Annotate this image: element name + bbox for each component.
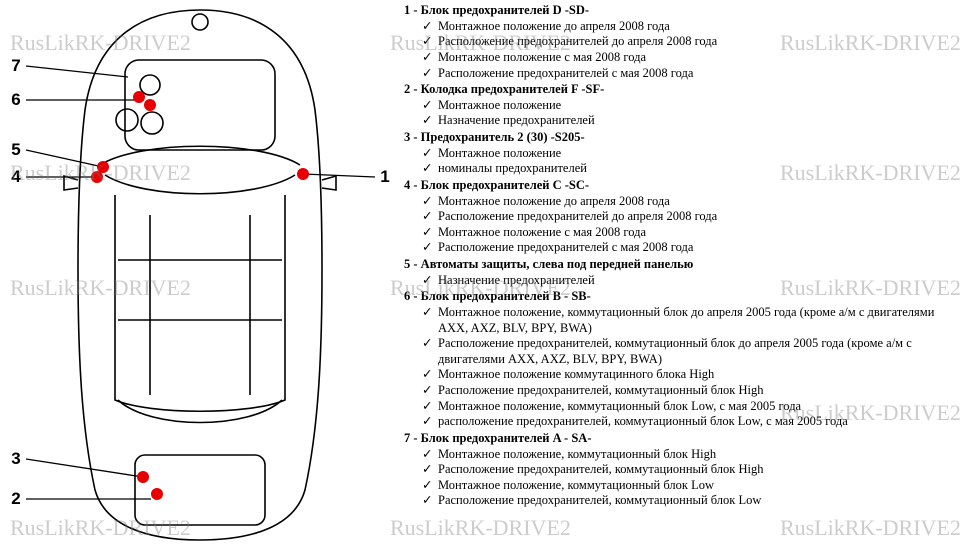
fuse-marker-6 <box>137 471 149 483</box>
list-item: Расположение предохранителей с мая 2008 … <box>438 66 952 82</box>
callout-number-7: 7 <box>11 56 20 76</box>
list-item: Назначение предохранителей <box>438 113 952 129</box>
callout-number-3: 3 <box>11 449 20 469</box>
list-item: Расположение предохранителей, коммутацио… <box>438 336 952 367</box>
callout-number-4: 4 <box>11 167 20 187</box>
section-title-5: 5 - Автоматы защиты, слева под передней … <box>404 257 952 273</box>
list-item: Монтажное положение <box>438 146 952 162</box>
fuse-marker-4 <box>91 171 103 183</box>
list-item: Монтажное положение до апреля 2008 года <box>438 194 952 210</box>
section-title-3: 3 - Предохранитель 2 (30) -S205- <box>404 130 952 146</box>
callout-number-5: 5 <box>11 140 20 160</box>
section-items-7: Монтажное положение, коммутационный блок… <box>404 447 952 510</box>
list-item: Монтажное положение с мая 2008 года <box>438 225 952 241</box>
list-item: Расположение предохранителей до апреля 2… <box>438 34 952 50</box>
car-outline-svg <box>0 0 400 549</box>
list-item: Монтажное положение, коммутационный блок… <box>438 399 952 415</box>
list-item: Монтажное положение <box>438 98 952 114</box>
list-item: Расположение предохранителей, коммутацио… <box>438 462 952 478</box>
section-title-7: 7 - Блок предохранителей A - SA- <box>404 431 952 447</box>
section-items-6: Монтажное положение, коммутационный блок… <box>404 305 952 430</box>
section-title-1: 1 - Блок предохранителей D -SD- <box>404 3 952 19</box>
fuse-marker-5 <box>297 168 309 180</box>
fuse-marker-2 <box>144 99 156 111</box>
list-item: Расположение предохранителей до апреля 2… <box>438 209 952 225</box>
list-item: Монтажное положение, коммутационный блок… <box>438 305 952 336</box>
section-items-5: Назначение предохранителей <box>404 273 952 289</box>
list-item: расположение предохранителей, коммутацио… <box>438 414 952 430</box>
fuse-marker-7 <box>151 488 163 500</box>
fuse-marker-1 <box>133 91 145 103</box>
list-item: Расположение предохранителей с мая 2008 … <box>438 240 952 256</box>
list-item: Монтажное положение коммутацинного блока… <box>438 367 952 383</box>
section-title-2: 2 - Колодка предохранителей F -SF- <box>404 82 952 98</box>
list-item: Расположение предохранителей, коммутацио… <box>438 383 952 399</box>
section-items-2: Монтажное положениеНазначение предохрани… <box>404 98 952 129</box>
callout-number-6: 6 <box>11 90 20 110</box>
list-item: Расположение предохранителей, коммутацио… <box>438 493 952 509</box>
car-diagram-panel: 7 6 5 4 1 3 2 <box>0 0 400 549</box>
list-item: Монтажное положение до апреля 2008 года <box>438 19 952 35</box>
section-items-4: Монтажное положение до апреля 2008 годаР… <box>404 194 952 257</box>
callout-number-1: 1 <box>380 167 389 187</box>
legend-text-panel: 1 - Блок предохранителей D -SD-Монтажное… <box>400 0 960 549</box>
list-item: Монтажное положение, коммутационный блок… <box>438 478 952 494</box>
list-item: номиналы предохранителей <box>438 161 952 177</box>
callout-number-2: 2 <box>11 489 20 509</box>
section-items-3: Монтажное положениеноминалы предохраните… <box>404 146 952 177</box>
page-container: 7654132 1 - Блок предохранителей D -SD-М… <box>0 0 960 549</box>
list-item: Монтажное положение с мая 2008 года <box>438 50 952 66</box>
list-item: Назначение предохранителей <box>438 273 952 289</box>
section-title-4: 4 - Блок предохранителей C -SC- <box>404 178 952 194</box>
section-title-6: 6 - Блок предохранителей B - SB- <box>404 289 952 305</box>
section-items-1: Монтажное положение до апреля 2008 годаР… <box>404 19 952 82</box>
list-item: Монтажное положение, коммутационный блок… <box>438 447 952 463</box>
